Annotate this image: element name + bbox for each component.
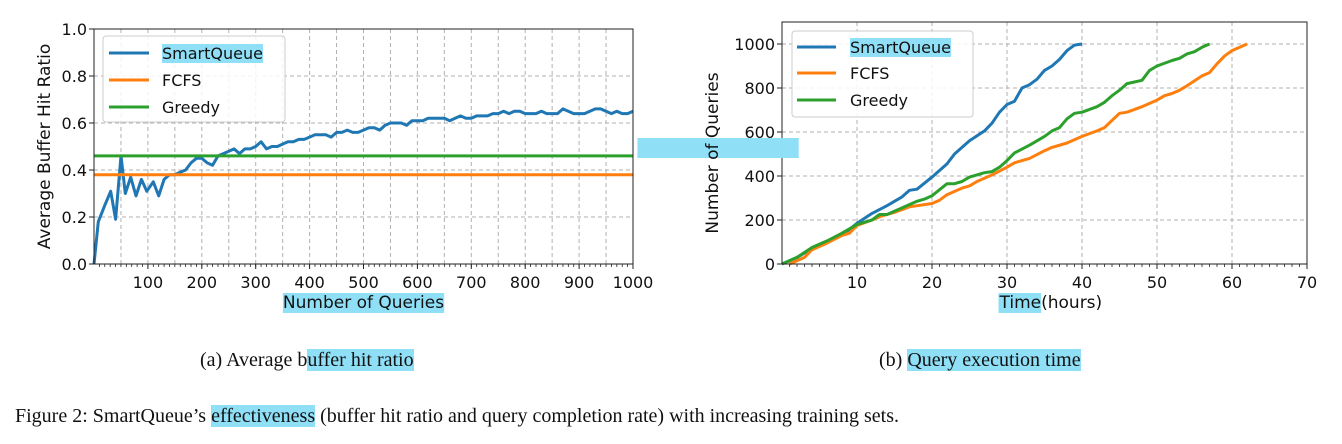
y-tick-label: 1.0 <box>62 20 87 39</box>
caption-b-highlight: Query execution time <box>907 349 1081 371</box>
x-tick-label: 100 <box>133 273 164 292</box>
x-tick-label: 900 <box>564 273 595 292</box>
legend-label-greedy: Greedy <box>162 98 220 117</box>
x-tick-label: 40 <box>1072 273 1092 292</box>
x-tick-label: 400 <box>294 273 325 292</box>
y-tick-label: 0 <box>765 255 775 274</box>
text-highlight <box>998 293 1042 313</box>
y-tick-label: 0.2 <box>62 208 87 227</box>
caption-a-highlight: uffer hit ratio <box>307 349 414 371</box>
legend: SmartQueue FCFS Greedy <box>102 35 286 123</box>
x-tick-label: 70 <box>1297 273 1317 292</box>
x-tick-label: 30 <box>997 273 1017 292</box>
y-tick-label: 0.0 <box>62 255 87 274</box>
caption-b: (b) Query execution time <box>879 349 1081 372</box>
figure-caption-prefix: Figure 2: SmartQueue’s <box>15 405 212 427</box>
caption-a-prefix: (a) Average b <box>200 349 308 371</box>
x-tick-label: 1000 <box>613 273 654 292</box>
text-highlight <box>850 38 951 57</box>
caption-a: (a) Average buffer hit ratio <box>200 349 414 372</box>
legend-label-smartqueue: SmartQueue <box>850 38 951 57</box>
y-axis-label: Number of Queries <box>703 72 723 233</box>
x-axis-label-unit: (hours) <box>1041 293 1102 313</box>
y-tick-label: 0.4 <box>62 161 87 180</box>
x-tick-label: 700 <box>456 273 487 292</box>
chart-b: 10 20 30 40 50 60 70 0 200 400 600 800 1000 Time(hour… <box>637 21 1317 313</box>
x-tick-label: 10 <box>847 273 867 292</box>
figure-caption-highlight: effectiveness <box>211 405 316 427</box>
legend-label-fcfs: FCFS <box>162 71 201 90</box>
figure-caption-suffix: (buffer hit ratio and query completion r… <box>315 405 900 427</box>
figure-caption: Figure 2: SmartQueue’s effectiveness (bu… <box>15 405 899 428</box>
y-tick-label: 0.6 <box>62 114 87 133</box>
text-highlight <box>637 138 799 158</box>
y-tick-label: 1000 <box>734 35 775 54</box>
y-axis-label: Average Buffer Hit Ratio <box>35 44 55 249</box>
x-tick-label: 300 <box>240 273 271 292</box>
chart-a: 100 200 300 400 500 600 700 800 900 1000 0.0 0.2 0.4… <box>35 20 653 313</box>
y-tick-label: 400 <box>744 167 775 186</box>
legend-label-smartqueue: SmartQueue <box>162 44 263 63</box>
x-tick-label: 60 <box>1222 273 1242 292</box>
text-highlight <box>162 44 263 63</box>
x-tick-label: 600 <box>402 273 433 292</box>
legend-label-greedy: Greedy <box>850 91 908 110</box>
x-tick-label: 50 <box>1147 273 1167 292</box>
series-line-smartqueue <box>92 107 634 265</box>
x-axis-label: Number of Queries <box>283 293 444 313</box>
x-axis-label: Time(hours) <box>999 293 1103 313</box>
y-tick-label: 600 <box>744 123 775 142</box>
caption-b-prefix: (b) <box>879 349 908 371</box>
series-line-greedy <box>781 42 1211 266</box>
x-tick-label: 800 <box>510 273 541 292</box>
x-tick-label: 20 <box>922 273 942 292</box>
legend-label-fcfs: FCFS <box>850 64 889 83</box>
y-tick-label: 200 <box>744 211 775 230</box>
legend: SmartQueue FCFS Greedy <box>791 30 974 118</box>
x-axis-label-time: Time <box>999 293 1042 313</box>
x-tick-label: 200 <box>187 273 218 292</box>
x-tick-label: 500 <box>348 273 379 292</box>
y-tick-label: 800 <box>744 79 775 98</box>
y-tick-label: 0.8 <box>62 67 87 86</box>
text-highlight <box>282 293 445 313</box>
